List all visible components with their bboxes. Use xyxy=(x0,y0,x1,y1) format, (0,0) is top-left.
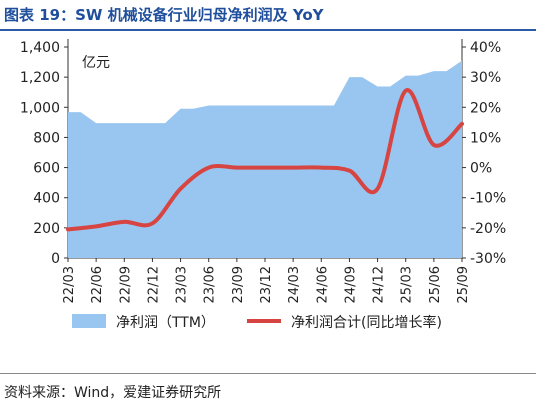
source-rule xyxy=(0,373,536,374)
left-tick-label: 800 xyxy=(33,130,60,146)
right-tick-label: 40% xyxy=(470,40,501,56)
x-tick-label: 23/09 xyxy=(231,266,246,303)
right-tick-label: 20% xyxy=(470,100,501,116)
unit-label: 亿元 xyxy=(82,55,110,71)
labels-group: 0 200 400 600 800 1,000 1,200 1,400 -30% -20% -10%… xyxy=(20,40,506,303)
x-tick-label: 22/12 xyxy=(146,266,161,303)
legend-label-area: 净利润（TTM） xyxy=(116,315,215,331)
x-tick-label: 24/09 xyxy=(343,266,358,303)
right-tick-label: -30% xyxy=(470,251,506,267)
source-note: 资料来源：Wind，爱建证券研究所 xyxy=(4,385,222,401)
line-series-yoy xyxy=(66,88,464,232)
x-tick-label: 23/12 xyxy=(259,266,274,303)
x-tick-label: 22/06 xyxy=(90,266,105,303)
right-tick-label: -20% xyxy=(470,221,506,237)
right-tick-label: 10% xyxy=(470,130,501,146)
chart-title: 图表 19：SW 机械设备行业归母净利润及 YoY xyxy=(4,6,324,24)
x-tick-label: 24/03 xyxy=(287,266,302,303)
x-tick-label: 25/06 xyxy=(428,266,443,303)
area-series-net-profit-ttm xyxy=(68,60,462,258)
right-tick-label: 0% xyxy=(470,161,492,177)
legend-swatch-area xyxy=(72,314,106,328)
left-tick-label: 200 xyxy=(33,221,60,237)
left-tick-label: 400 xyxy=(33,191,60,207)
x-tick-label: 23/06 xyxy=(203,266,218,303)
marks-group xyxy=(66,60,464,258)
legend-label-line: 净利润合计(同比增长率) xyxy=(291,314,442,331)
x-tick-label: 22/03 xyxy=(62,266,77,303)
x-tick-label: 24/12 xyxy=(372,266,387,303)
x-tick-label: 23/03 xyxy=(175,266,190,303)
legend-group: 净利润（TTM） 净利润合计(同比增长率) xyxy=(72,314,442,331)
title-rule xyxy=(0,29,536,31)
x-tick-label: 22/09 xyxy=(118,266,133,303)
right-tick-label: -10% xyxy=(470,191,506,207)
left-tick-label: 1,400 xyxy=(20,40,60,56)
x-tick-label: 25/09 xyxy=(456,266,471,303)
chart-svg: 0 200 400 600 800 1,000 1,200 1,400 -30% -20% -10%… xyxy=(20,39,506,331)
left-tick-label: 600 xyxy=(33,161,60,177)
left-tick-label: 0 xyxy=(51,251,60,267)
x-tick-label: 25/03 xyxy=(400,266,415,303)
left-tick-label: 1,000 xyxy=(20,100,60,116)
right-tick-label: 30% xyxy=(470,70,501,86)
x-tick-label: 24/06 xyxy=(315,266,330,303)
left-tick-label: 1,200 xyxy=(20,70,60,86)
